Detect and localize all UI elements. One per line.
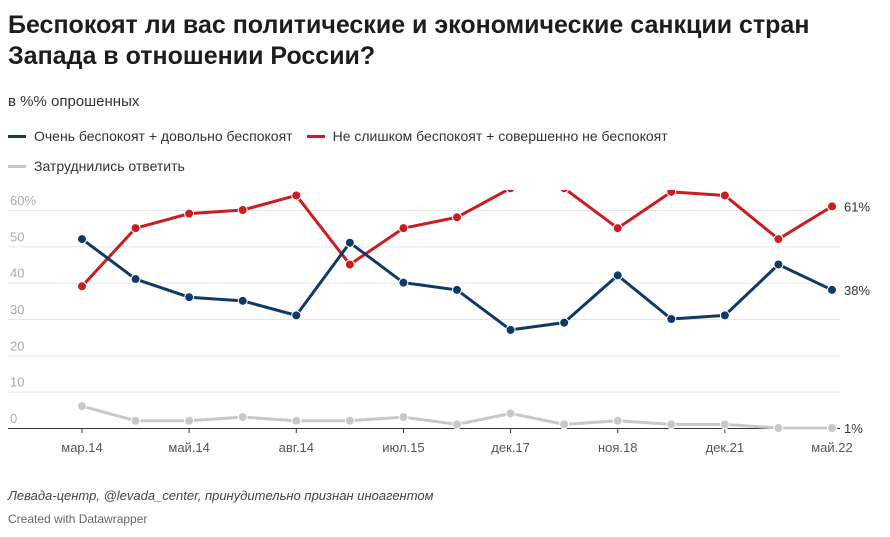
- data-point: [184, 208, 195, 219]
- data-point: [559, 190, 569, 194]
- data-point: [77, 401, 87, 412]
- data-point: [505, 190, 516, 194]
- data-point: [827, 201, 837, 212]
- legend-item-not-concerned: Не слишком беспокоят + совершенно не бес…: [306, 128, 668, 144]
- data-point: [398, 223, 409, 234]
- legend-swatch-not-concerned: [306, 134, 325, 138]
- legend-label-concerned: Очень беспокоят + довольно беспокоят: [34, 128, 293, 144]
- legend-item-concerned: Очень беспокоят + довольно беспокоят: [8, 128, 293, 144]
- x-tick-label: ноя.18: [598, 440, 638, 455]
- data-point: [344, 415, 355, 426]
- x-tick-label: май.14: [168, 440, 210, 455]
- data-point: [612, 415, 623, 426]
- data-point: [666, 190, 677, 197]
- chart-subtitle: в %% опрошенных: [8, 93, 140, 110]
- data-point: [559, 317, 570, 328]
- data-point: [184, 292, 195, 303]
- y-tick-label: 20: [10, 338, 24, 353]
- data-point: [398, 412, 409, 423]
- end-label: 1%: [844, 421, 863, 436]
- end-label: 38%: [844, 283, 870, 298]
- x-tick-label: дек.21: [706, 440, 745, 455]
- data-point: [184, 415, 195, 426]
- data-point: [612, 223, 623, 234]
- data-point: [130, 274, 141, 285]
- data-point: [666, 419, 677, 430]
- credit-note: Created with Datawrapper: [8, 512, 148, 526]
- data-point: [77, 281, 87, 292]
- data-point: [719, 190, 730, 201]
- data-point: [505, 408, 516, 419]
- legend-swatch-concerned: [8, 134, 26, 138]
- source-note: Левада-центр, @levada_center, принудител…: [8, 488, 434, 503]
- data-point: [291, 190, 302, 201]
- data-point: [237, 295, 248, 306]
- data-point: [130, 415, 141, 426]
- legend-label-not-concerned: Не слишком беспокоят + совершенно не бес…: [332, 128, 668, 144]
- x-tick-label: июл.15: [382, 440, 424, 455]
- series-line: [80, 237, 834, 332]
- y-tick-label: 50: [10, 229, 24, 244]
- x-tick-label: дек.17: [491, 440, 530, 455]
- data-point: [719, 310, 730, 321]
- y-tick-label: 40: [10, 266, 24, 281]
- data-point: [505, 324, 516, 335]
- data-point: [77, 234, 87, 245]
- data-point: [452, 419, 462, 430]
- chart-title: Беспокоят ли вас политические и экономич…: [8, 11, 810, 70]
- data-point: [719, 419, 730, 430]
- data-point: [827, 284, 837, 295]
- legend-item-undecided: Затруднились ответить: [8, 158, 185, 174]
- data-point: [612, 270, 623, 281]
- legend-label-undecided: Затруднились ответить: [34, 158, 185, 174]
- y-tick-label: 10: [10, 375, 24, 390]
- data-point: [237, 412, 248, 423]
- data-point: [398, 277, 409, 288]
- data-point: [452, 284, 462, 295]
- data-point: [452, 212, 462, 223]
- y-tick-label: 60%: [10, 193, 36, 208]
- legend: Очень беспокоят + довольно беспокоят Не …: [8, 126, 868, 186]
- data-point: [666, 314, 677, 324]
- x-tick-label: мар.14: [61, 440, 102, 455]
- data-point: [291, 415, 302, 426]
- data-point: [773, 423, 784, 433]
- data-point: [344, 237, 355, 248]
- data-point: [773, 234, 784, 245]
- line-chart: 60% 50 40 30 20 10 0 мар.14 май.14 авг.14 июл.15 де…: [8, 190, 870, 455]
- data-point: [344, 259, 355, 270]
- data-point: [291, 310, 302, 321]
- data-point: [130, 223, 141, 234]
- data-point: [237, 205, 248, 215]
- x-tick-label: авг.14: [279, 440, 314, 455]
- legend-swatch-undecided: [8, 164, 26, 168]
- x-tick-label: май.22: [811, 440, 853, 455]
- data-point: [559, 419, 570, 430]
- data-point: [773, 259, 784, 270]
- series-line: [80, 190, 834, 288]
- y-tick-label: 0: [10, 411, 17, 426]
- end-label: 61%: [844, 199, 870, 214]
- data-point: [827, 423, 837, 433]
- y-tick-label: 30: [10, 302, 24, 317]
